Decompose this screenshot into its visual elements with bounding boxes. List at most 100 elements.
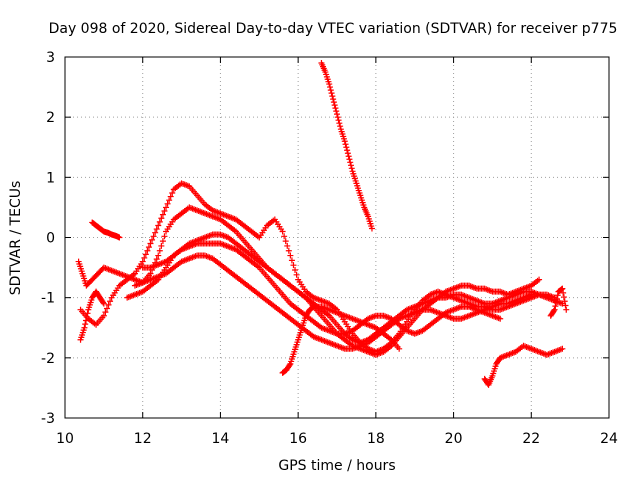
- data-point: [158, 215, 165, 222]
- data-point: [285, 247, 292, 254]
- data-point: [292, 266, 299, 273]
- data-point: [161, 233, 168, 240]
- data-point: [331, 102, 338, 109]
- data-point: [147, 240, 154, 247]
- data-point: [346, 156, 353, 163]
- data-point: [159, 238, 166, 245]
- y-tick-label: -3: [41, 411, 55, 427]
- data-point: [536, 276, 543, 283]
- data-point: [153, 226, 160, 233]
- data-point: [293, 271, 300, 278]
- data-point: [142, 251, 149, 258]
- data-point: [153, 256, 160, 263]
- series-track-2: [124, 231, 543, 358]
- y-tick-label: -1: [41, 291, 55, 307]
- data-point: [560, 289, 567, 296]
- data-point: [329, 93, 336, 100]
- y-tick-label: 0: [46, 231, 55, 247]
- data-point: [562, 302, 569, 309]
- data-point: [164, 200, 171, 207]
- data-point: [82, 317, 89, 324]
- data-point: [159, 211, 166, 218]
- data-point: [344, 147, 351, 154]
- data-point: [150, 233, 157, 240]
- data-point: [337, 123, 344, 130]
- series-track-11: [547, 285, 570, 319]
- data-point: [144, 247, 151, 254]
- chart-title: Day 098 of 2020, Sidereal Day-to-day VTE…: [49, 21, 618, 37]
- data-point: [147, 270, 154, 277]
- data-point: [284, 242, 291, 249]
- data-point: [161, 208, 168, 215]
- data-point: [155, 222, 162, 229]
- x-axis-label: GPS time / hours: [278, 458, 395, 474]
- data-point: [368, 225, 375, 232]
- data-point: [327, 87, 334, 94]
- data-point: [279, 228, 286, 235]
- data-point: [156, 247, 163, 254]
- data-point: [334, 111, 340, 118]
- x-tick-label: 24: [600, 431, 618, 447]
- data-point: [551, 306, 558, 313]
- series-track-6: [89, 219, 123, 241]
- y-tick-label: 3: [46, 50, 55, 66]
- x-tick-label: 20: [445, 431, 463, 447]
- data-point: [550, 307, 557, 314]
- data-point: [560, 294, 567, 301]
- data-point: [336, 120, 343, 127]
- y-tick-label: -2: [41, 351, 55, 367]
- x-tick-label: 12: [134, 431, 152, 447]
- data-point: [327, 84, 334, 91]
- data-point: [286, 362, 293, 369]
- data-point: [563, 306, 570, 313]
- data-point: [335, 117, 342, 124]
- data-point: [169, 189, 176, 196]
- y-axis-label: SDTVAR / TECUs: [8, 181, 24, 296]
- data-point: [83, 313, 90, 320]
- data-point: [343, 144, 350, 151]
- data-point: [145, 244, 152, 251]
- data-point: [328, 90, 335, 97]
- data-point: [347, 159, 354, 166]
- data-point: [561, 298, 568, 305]
- data-point: [103, 305, 110, 312]
- data-point: [282, 238, 289, 245]
- data-point: [82, 321, 89, 328]
- series-track-7: [318, 60, 375, 232]
- data-point: [326, 81, 333, 88]
- series-track-4: [131, 252, 535, 352]
- data-point: [347, 162, 354, 169]
- data-point: [553, 299, 560, 306]
- data-point: [102, 309, 109, 316]
- data-point: [100, 312, 107, 319]
- data-point: [116, 234, 123, 241]
- data-layer: [75, 60, 570, 388]
- x-tick-label: 14: [212, 431, 230, 447]
- plot-frame: [64, 56, 610, 419]
- data-point: [166, 197, 173, 204]
- data-point: [281, 233, 288, 240]
- data-point: [288, 257, 295, 264]
- data-point: [81, 324, 88, 331]
- data-point: [141, 254, 148, 261]
- data-point: [558, 286, 565, 293]
- data-point: [107, 298, 114, 305]
- data-point: [345, 153, 352, 160]
- data-point: [333, 108, 340, 115]
- grid-layer: [65, 57, 609, 418]
- data-point: [330, 99, 337, 106]
- x-tick-label: 10: [56, 431, 74, 447]
- data-point: [163, 204, 170, 211]
- data-point: [167, 193, 174, 200]
- series-track-9: [481, 342, 566, 388]
- data-point: [105, 301, 112, 308]
- data-point: [554, 292, 561, 299]
- data-point: [100, 300, 107, 307]
- y-tick-label: 2: [46, 110, 55, 126]
- data-point: [497, 315, 504, 322]
- data-point: [287, 252, 294, 259]
- x-tick-label: 18: [367, 431, 385, 447]
